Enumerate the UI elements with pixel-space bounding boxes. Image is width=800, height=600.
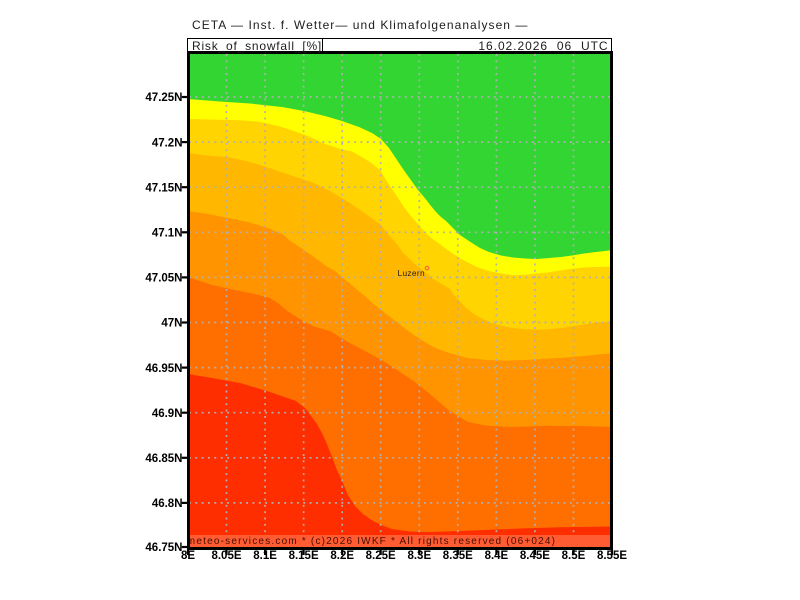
svg-text:Risk_of_snowfall_[%]: Risk_of_snowfall_[%] xyxy=(192,39,322,53)
svg-text:8.2E: 8.2E xyxy=(330,550,354,562)
svg-text:Luzern: Luzern xyxy=(398,268,426,278)
svg-text:8.15E: 8.15E xyxy=(289,550,319,562)
svg-text:46.85N: 46.85N xyxy=(145,453,182,465)
svg-text:47.15N: 47.15N xyxy=(145,182,182,194)
svg-text:47.25N: 47.25N xyxy=(145,92,182,104)
svg-text:8.35E: 8.35E xyxy=(443,550,473,562)
svg-text:47N: 47N xyxy=(161,318,182,330)
svg-text:8.45E: 8.45E xyxy=(520,550,550,562)
svg-text:8.5E: 8.5E xyxy=(562,550,586,562)
svg-text:CETA — Inst. f. Wetter— und Kl: CETA — Inst. f. Wetter— und Klimafolgena… xyxy=(192,18,528,32)
svg-text:46.8N: 46.8N xyxy=(152,498,183,510)
svg-text:8.1E: 8.1E xyxy=(253,550,277,562)
svg-text:46.95N: 46.95N xyxy=(145,363,182,375)
svg-text:8.3E: 8.3E xyxy=(407,550,431,562)
svg-text:16.02.2026 06 UTC: 16.02.2026 06 UTC xyxy=(478,39,608,53)
svg-text:8E: 8E xyxy=(181,550,195,562)
svg-text:8.25E: 8.25E xyxy=(366,550,396,562)
svg-text:47.2N: 47.2N xyxy=(152,137,183,149)
svg-text:46.75N: 46.75N xyxy=(145,542,182,554)
svg-text:46.9N: 46.9N xyxy=(152,408,183,420)
svg-text:8.05E: 8.05E xyxy=(211,550,241,562)
svg-text:47.05N: 47.05N xyxy=(145,273,182,285)
svg-text:8.4E: 8.4E xyxy=(485,550,509,562)
svg-text:meteo-services.com * (c)2026 I: meteo-services.com * (c)2026 IWKF * All … xyxy=(187,536,556,547)
svg-text:47.1N: 47.1N xyxy=(152,228,183,240)
svg-text:8.55E: 8.55E xyxy=(597,550,627,562)
